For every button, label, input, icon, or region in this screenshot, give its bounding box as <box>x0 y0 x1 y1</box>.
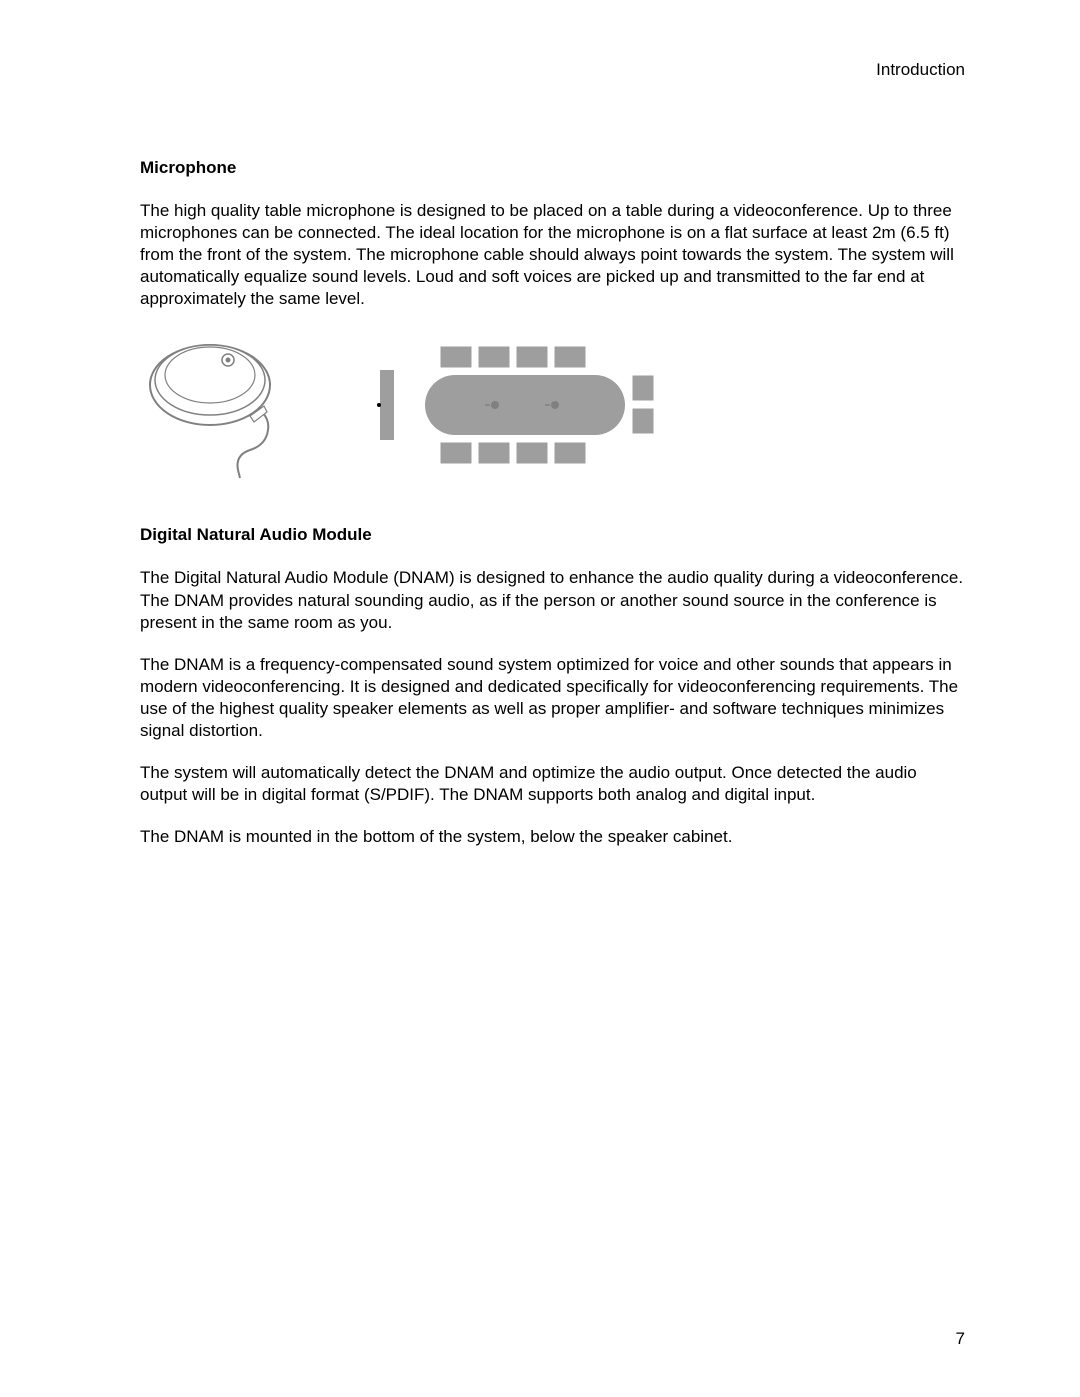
dnam-paragraph-3: The system will automatically detect the… <box>140 762 965 806</box>
dnam-paragraph-1: The Digital Natural Audio Module (DNAM) … <box>140 567 965 633</box>
dnam-paragraph-4: The DNAM is mounted in the bottom of the… <box>140 826 965 848</box>
header-section-title: Introduction <box>140 60 965 80</box>
microphone-diagram-icon <box>140 330 310 485</box>
dnam-heading: Digital Natural Audio Module <box>140 525 965 545</box>
microphone-heading: Microphone <box>140 158 965 178</box>
dnam-paragraph-2: The DNAM is a frequency-compensated soun… <box>140 654 965 742</box>
conference-table-diagram-icon <box>370 340 670 475</box>
microphone-paragraph: The high quality table microphone is des… <box>140 200 965 310</box>
page-number: 7 <box>956 1329 965 1349</box>
figure-row <box>140 330 965 485</box>
